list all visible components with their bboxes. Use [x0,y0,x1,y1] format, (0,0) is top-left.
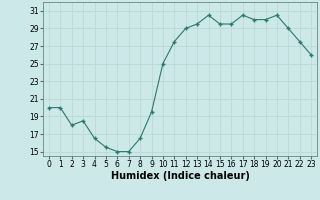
X-axis label: Humidex (Indice chaleur): Humidex (Indice chaleur) [111,171,249,181]
